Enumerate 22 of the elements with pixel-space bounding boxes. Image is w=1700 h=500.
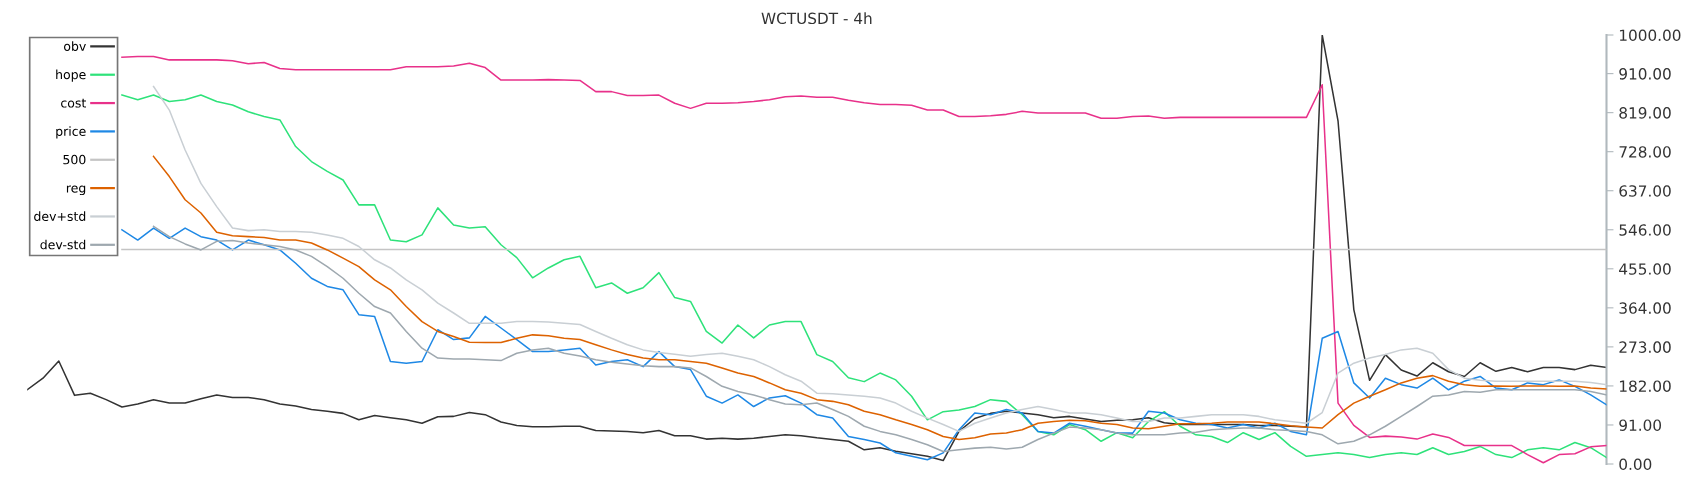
chart-title: WCTUSDT - 4h (761, 12, 872, 25)
y-tick-label: 910.00 (1619, 68, 1671, 80)
y-tick-label: 0.00 (1619, 458, 1652, 471)
y-tick-label: 546.00 (1619, 224, 1671, 236)
legend-label: 500 (63, 154, 86, 165)
legend-label: price (56, 126, 86, 139)
y-tick-label: 182.00 (1619, 380, 1671, 392)
y-tick-label: 819.00 (1619, 107, 1671, 119)
line-series (152, 155, 1607, 441)
legend-label: dev+std (34, 211, 86, 222)
legend-label: reg (66, 185, 86, 196)
y-tick-label: 273.00 (1619, 341, 1671, 353)
y-tick-label: 728.00 (1619, 146, 1671, 158)
y-tick-label: 455.00 (1619, 263, 1671, 275)
legend-label: dev-std (40, 239, 86, 250)
y-tick-label: 364.00 (1619, 302, 1671, 314)
y-tick-label: 637.00 (1619, 185, 1671, 197)
legend-label: hope (56, 69, 86, 82)
y-tick-label: 1000.00 (1619, 29, 1681, 42)
legend-label: cost (61, 98, 86, 108)
y-tick-label: 91.00 (1619, 419, 1662, 431)
legend-label: obv (64, 41, 86, 51)
